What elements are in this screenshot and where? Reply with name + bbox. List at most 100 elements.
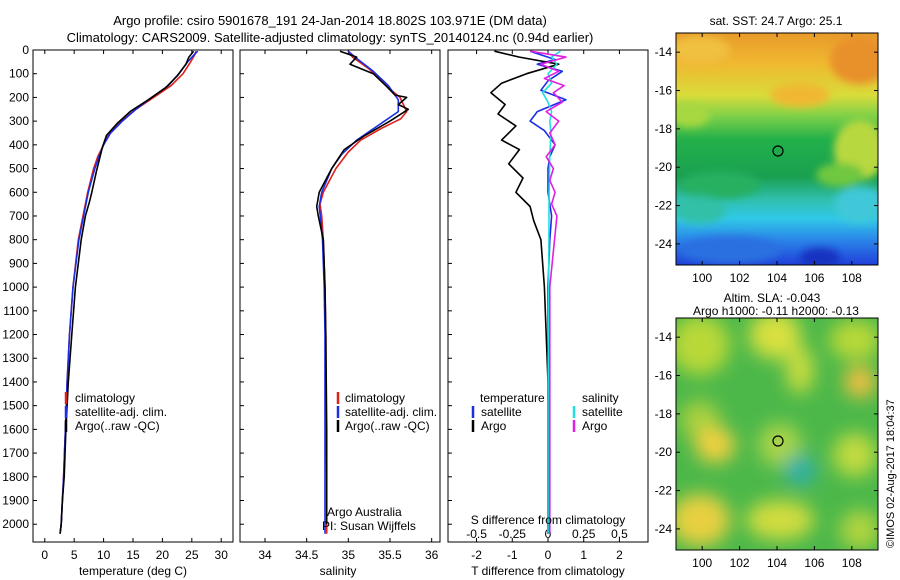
y-tick-label: 800 xyxy=(9,233,29,247)
y-tick-label: 400 xyxy=(9,138,29,152)
difference-panel: -2 -1 0 1 2 -0.5 -0.25 0 0.25 0.5 S difference fr… xyxy=(447,49,649,578)
sst-map-ticks: 100 102 104 106 108 -14 -16 -18 -20 -22 -24 xyxy=(655,33,878,285)
map-x-tick-label: 104 xyxy=(767,271,787,285)
sla-map: Altim. SLA: -0.043 Argo h1000: -0.11 h20… xyxy=(655,291,879,570)
series-satellite xyxy=(59,50,199,534)
salinity-series xyxy=(315,50,410,534)
salinity-x-ticks: 34 34.5 35 35.5 36 xyxy=(258,50,439,562)
sst-argo-location-marker xyxy=(772,145,784,157)
series-s-satellite xyxy=(541,50,561,534)
x-tick-label: 34 xyxy=(258,548,272,562)
sla-heatmap-image xyxy=(676,318,878,550)
map-x-tick-label: 108 xyxy=(842,271,862,285)
x-tick-label: 20 xyxy=(156,548,170,562)
temperature-x-ticks: 0 5 10 15 20 25 30 xyxy=(41,50,228,562)
s-tick-label: 0 xyxy=(545,527,552,541)
annotation-argo-australia: Argo Australia xyxy=(327,505,402,519)
map-x-tick-label: 102 xyxy=(730,556,750,570)
map-y-tick-label: -14 xyxy=(655,45,673,59)
s-difference-label: S difference from climatology xyxy=(471,513,626,527)
y-tick-label: 1200 xyxy=(2,328,29,342)
y-tick-label: 1700 xyxy=(2,446,29,460)
series-t-argo xyxy=(490,50,560,534)
x-tick-label: 30 xyxy=(215,548,229,562)
y-tick-label: 2000 xyxy=(2,517,29,531)
y-tick-label: 1100 xyxy=(3,304,29,318)
legend-s-argo-label: Argo xyxy=(582,419,608,433)
map-y-tick-label: -20 xyxy=(655,445,673,459)
salinity-panel: 34 34.5 35 35.5 36 salinity climatology sate… xyxy=(239,49,441,578)
t-difference-label: T difference from climatology xyxy=(471,564,625,578)
map-y-tick-label: -22 xyxy=(655,484,673,498)
map-x-tick-label: 106 xyxy=(804,271,824,285)
x-tick-label: 15 xyxy=(126,548,140,562)
sla-map-title-1: Altim. SLA: -0.043 xyxy=(724,291,821,305)
series-climatology xyxy=(319,50,408,534)
sla-argo-location-marker xyxy=(772,435,784,447)
depth-ticks: 0 100 200 300 400 500 600 700 800 900 1000 1100 1200… xyxy=(2,43,452,531)
x-tick-label: 2 xyxy=(616,548,623,562)
salinity-x-label: salinity xyxy=(320,564,357,578)
map-x-tick-label: 102 xyxy=(730,271,750,285)
series-argo xyxy=(315,50,410,525)
legend-satellite-label: satellite-adj. clim. xyxy=(345,405,437,419)
legend-salinity-title: salinity xyxy=(582,391,619,405)
difference-series xyxy=(490,50,567,534)
y-tick-label: 1300 xyxy=(2,351,29,365)
y-tick-label: 0 xyxy=(22,43,29,57)
y-tick-label: 900 xyxy=(9,256,29,270)
y-tick-label: 500 xyxy=(9,162,29,176)
x-tick-label: 35 xyxy=(342,548,356,562)
temperature-series xyxy=(59,50,199,534)
map-y-tick-label: -16 xyxy=(655,84,673,98)
sla-map-title-2: Argo h1000: -0.11 h2000: -0.13 xyxy=(693,304,859,318)
map-y-tick-label: -14 xyxy=(655,330,673,344)
legend-argo-label: Argo(..raw -QC) xyxy=(345,419,430,433)
y-tick-label: 700 xyxy=(9,209,29,223)
map-y-tick-label: -22 xyxy=(655,199,673,213)
y-tick-label: 1900 xyxy=(2,494,29,508)
map-y-tick-label: -18 xyxy=(655,407,673,421)
map-y-tick-label: -24 xyxy=(655,237,673,251)
temperature-panel: 0100200300400500600700800900100011001200… xyxy=(2,43,452,578)
map-y-tick-label: -20 xyxy=(655,160,673,174)
legend-satellite-label: satellite-adj. clim. xyxy=(75,405,167,419)
temperature-axes-frame xyxy=(32,49,234,543)
series-argo xyxy=(59,50,195,534)
legend-t-satellite-label: satellite xyxy=(481,405,522,419)
x-tick-label: 1 xyxy=(580,548,587,562)
y-tick-label: 1000 xyxy=(2,280,29,294)
salinity-legend: climatology satellite-adj. clim. Argo(..… xyxy=(336,391,437,433)
y-tick-label: 1800 xyxy=(2,470,29,484)
s-tick-label: -0.5 xyxy=(466,527,487,541)
temperature-difference-legend: temperature satellite Argo xyxy=(471,391,545,433)
difference-x-ticks: -2 -1 0 1 2 -0.5 -0.25 0 0.25 0.5 xyxy=(466,50,628,562)
sla-map-ticks: 100 102 104 106 108 -14 -16 -18 -20 -22 -24 xyxy=(655,318,878,570)
header-line-1: Argo profile: csiro 5901678_191 24-Jan-2… xyxy=(113,13,547,28)
legend-climatology-label: climatology xyxy=(75,391,135,405)
s-tick-label: 0.5 xyxy=(611,527,628,541)
legend-climatology-label: climatology xyxy=(345,391,405,405)
x-tick-label: 0 xyxy=(41,548,48,562)
header-line-2: Climatology: CARS2009. Satellite-adjuste… xyxy=(67,30,594,45)
s-tick-label: -0.25 xyxy=(499,527,527,541)
x-tick-label: 35.5 xyxy=(378,548,402,562)
x-tick-label: 10 xyxy=(97,548,111,562)
x-tick-label: 36 xyxy=(425,548,439,562)
legend-t-argo-label: Argo xyxy=(481,419,507,433)
series-s-argo xyxy=(529,50,567,534)
x-tick-label: -1 xyxy=(507,548,518,562)
y-tick-label: 200 xyxy=(9,90,29,104)
legend-temperature-title: temperature xyxy=(480,391,545,405)
y-tick-label: 600 xyxy=(9,185,29,199)
y-tick-label: 1400 xyxy=(2,375,29,389)
map-y-tick-label: -16 xyxy=(655,369,673,383)
series-climatology xyxy=(59,50,197,534)
sst-map: sat. SST: 24.7 Argo: 25.1 100 102 104 106 10… xyxy=(655,14,879,285)
map-x-tick-label: 106 xyxy=(804,556,824,570)
x-tick-label: 0 xyxy=(545,548,552,562)
sst-map-title: sat. SST: 24.7 Argo: 25.1 xyxy=(710,14,843,28)
y-tick-label: 100 xyxy=(9,67,29,81)
map-x-tick-label: 100 xyxy=(692,556,712,570)
